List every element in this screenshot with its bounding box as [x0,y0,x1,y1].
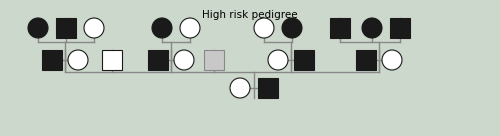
Circle shape [180,18,200,38]
Bar [148,50,168,70]
Circle shape [268,50,288,70]
Bar [356,50,376,70]
Circle shape [84,18,104,38]
Circle shape [230,78,250,98]
Circle shape [68,50,88,70]
Bar [42,50,62,70]
Bar [294,50,314,70]
Circle shape [382,50,402,70]
Circle shape [282,18,302,38]
Bar [204,50,224,70]
Circle shape [28,18,48,38]
Bar [330,18,350,38]
Circle shape [174,50,194,70]
Text: High risk pedigree: High risk pedigree [202,10,298,20]
Circle shape [152,18,172,38]
Bar [390,18,410,38]
Bar [102,50,122,70]
Bar [258,78,278,98]
Circle shape [362,18,382,38]
Bar [56,18,76,38]
Circle shape [254,18,274,38]
